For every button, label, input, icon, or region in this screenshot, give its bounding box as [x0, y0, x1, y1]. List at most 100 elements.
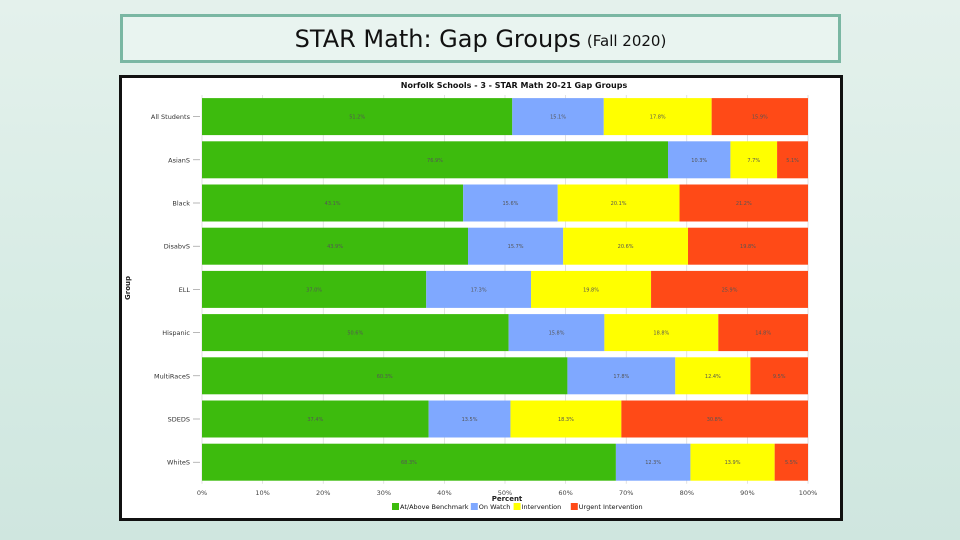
bar-value-label: 18.3% [558, 417, 574, 423]
legend-label: Urgent Intervention [579, 503, 643, 511]
bar-segment [557, 184, 680, 222]
slide-title: STAR Math: Gap Groups [294, 24, 581, 53]
bar-value-label: 20.1% [611, 201, 627, 207]
bar-value-label: 19.8% [583, 287, 599, 293]
bar-value-label: 9.5% [773, 374, 786, 380]
bar-value-label: 14.8% [755, 331, 771, 337]
bar-value-label: 51.2% [349, 115, 365, 121]
bar-segment [202, 270, 427, 308]
bar-segment [463, 184, 558, 222]
stacked-bar-chart: Norfolk Schools - 3 - STAR Math 20-21 Ga… [124, 81, 818, 511]
chart-area: Norfolk Schools - 3 - STAR Math 20-21 Ga… [122, 78, 840, 518]
bar-segment [567, 357, 676, 395]
y-category-label: MultiRaceS [154, 372, 190, 380]
bar-value-label: 12.3% [645, 460, 661, 466]
x-axis-label: Percent [492, 495, 523, 503]
x-tick-label: 50% [498, 489, 512, 497]
bar-value-label: 13.9% [725, 460, 741, 466]
legend-label: Intervention [522, 503, 562, 511]
bar-segment [604, 314, 719, 352]
y-axis-label: Group [124, 276, 132, 300]
bar-value-label: 37.0% [306, 287, 322, 293]
x-tick-label: 20% [316, 489, 330, 497]
bar-value-label: 68.3% [401, 460, 417, 466]
bar-value-label: 15.1% [550, 115, 566, 121]
bar-segment [603, 98, 712, 136]
bar-segment [621, 400, 808, 438]
bar-segment [651, 270, 808, 308]
bar-segment [202, 141, 669, 179]
bar-value-label: 10.3% [691, 158, 707, 164]
bar-segment [202, 357, 568, 395]
bar-value-label: 15.7% [508, 244, 524, 250]
bar-segment [202, 98, 513, 136]
legend-swatch [513, 503, 521, 510]
x-tick-label: 40% [437, 489, 451, 497]
bar-segment [718, 314, 808, 352]
bar-segment [668, 141, 731, 179]
bar-value-label: 7.7% [747, 158, 760, 164]
y-category-label: Black [172, 200, 190, 208]
slide-title-box: STAR Math: Gap Groups (Fall 2020) [120, 14, 841, 63]
bar-segment [508, 314, 605, 352]
x-tick-label: 0% [197, 489, 207, 497]
chart-frame: Norfolk Schools - 3 - STAR Math 20-21 Ga… [119, 75, 843, 521]
bar-value-label: 18.8% [653, 331, 669, 337]
x-tick-label: 10% [255, 489, 269, 497]
x-tick-label: 70% [619, 489, 633, 497]
bar-segment [428, 400, 511, 438]
bar-segment [531, 270, 652, 308]
bar-segment [563, 227, 689, 265]
bar-value-label: 30.8% [707, 417, 723, 423]
y-category-label: SDEDS [168, 416, 190, 424]
bar-value-label: 15.9% [752, 115, 768, 121]
x-tick-label: 60% [558, 489, 572, 497]
bar-value-label: 43.1% [325, 201, 341, 207]
legend-label: On Watch [479, 503, 511, 511]
bar-value-label: 17.8% [650, 115, 666, 121]
bar-segment [675, 357, 751, 395]
y-category-label: AsianS [168, 156, 190, 164]
bar-segment [615, 443, 691, 481]
bar-value-label: 60.3% [377, 374, 393, 380]
bar-segment [777, 141, 808, 179]
chart-title: Norfolk Schools - 3 - STAR Math 20-21 Ga… [401, 81, 628, 90]
y-category-label: WhiteS [167, 459, 190, 467]
bar-segment [774, 443, 808, 481]
y-category-label: DisabvS [164, 243, 190, 251]
y-category-label: ELL [179, 286, 191, 294]
bar-value-label: 43.9% [327, 244, 343, 250]
bar-segment [510, 400, 622, 438]
bar-value-label: 13.5% [462, 417, 478, 423]
x-tick-label: 80% [680, 489, 694, 497]
bar-value-label: 12.4% [705, 374, 721, 380]
bar-value-label: 25.9% [722, 287, 738, 293]
y-category-label: All Students [151, 113, 191, 121]
bar-segment [202, 184, 464, 222]
bar-segment [679, 184, 808, 222]
bar-value-label: 17.8% [613, 374, 629, 380]
bar-segment [202, 400, 429, 438]
bar-segment [202, 443, 616, 481]
bar-segment [202, 227, 469, 265]
legend-swatch [392, 503, 399, 510]
bar-segment [711, 98, 808, 136]
legend-swatch [470, 503, 478, 510]
x-tick-label: 90% [740, 489, 754, 497]
slide-subtitle: (Fall 2020) [586, 31, 667, 50]
bar-value-label: 19.8% [740, 244, 756, 250]
legend-label: At/Above Benchmark [400, 503, 469, 511]
bar-value-label: 21.2% [736, 201, 752, 207]
bar-segment [468, 227, 564, 265]
bar-segment [690, 443, 775, 481]
bar-value-label: 20.6% [618, 244, 634, 250]
bar-value-label: 15.8% [549, 331, 565, 337]
bar-value-label: 17.3% [471, 287, 487, 293]
y-category-label: Hispanic [162, 329, 190, 337]
bar-value-label: 50.6% [347, 331, 363, 337]
bar-segment [202, 314, 509, 352]
x-tick-label: 100% [799, 489, 818, 497]
bar-segment [688, 227, 808, 265]
bar-segment [426, 270, 532, 308]
bar-value-label: 5.1% [786, 158, 799, 164]
